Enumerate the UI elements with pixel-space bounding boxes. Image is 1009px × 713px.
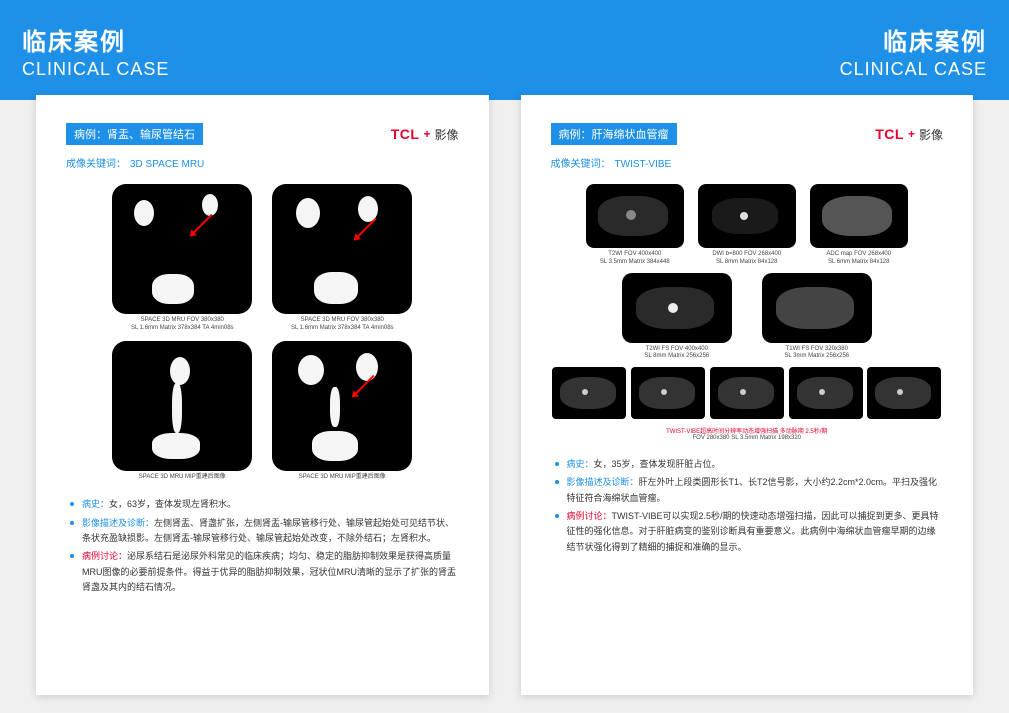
strip-caption: TWIST-VIBE超高时间分辨率动态增强扫描 多动脉期 2.5秒/期 FOV … — [551, 426, 944, 441]
image-caption: SPACE 3D MRU FOV 380x380 SL 1.6mm Matrix… — [112, 317, 252, 333]
image-block: DWI b=800 FOV 268x400SL 8mm Matrix 84x12… — [698, 184, 796, 267]
keyword-value: 3D SPACE MRU — [130, 159, 204, 170]
page-left: 病例：肾盂、输尿管结石 TCL + 影像 成像关键词：3D SPACE MRU … — [36, 95, 489, 695]
image-caption: SPACE 3D MRU MIP重建后图像 — [272, 474, 412, 482]
case-tag: 病例：肝海绵状血管瘤 — [551, 123, 677, 145]
case-tag: 病例：肾盂、输尿管结石 — [66, 123, 203, 145]
bullet-label: 病例讨论： — [82, 551, 127, 561]
bullet-label: 病史： — [82, 499, 109, 509]
image-caption: SPACE 3D MRU FOV 380x380 SL 1.6mm Matrix… — [272, 317, 412, 333]
image-block: T2WI FOV 400x400SL 3.5mm Matrix 384x448 — [586, 184, 684, 267]
bullet-item: 病例讨论：TWIST-VIBE可以实现2.5秒/期的快速动态增强扫描，因此可以捕… — [555, 509, 944, 555]
image-caption: T2WI FOV 400x400SL 3.5mm Matrix 384x448 — [586, 251, 684, 267]
mri-scan-image — [698, 184, 796, 248]
brand-yx: 影像 — [434, 126, 458, 143]
banner-title-right: 临床案例 CLINICAL CASE — [840, 22, 987, 80]
image-block: SPACE 3D MRU MIP重建后图像 — [112, 341, 252, 482]
banner-en-left: CLINICAL CASE — [22, 59, 169, 80]
brand-tcl: TCL — [875, 126, 904, 142]
image-row: T2WI FOV 400x400SL 3.5mm Matrix 384x448 … — [551, 184, 944, 267]
keyword-row: 成像关键词： 3D SPACE MRU — [66, 155, 459, 170]
image-block: ADC map FOV 268x400SL 6mm Matrix 84x128 — [810, 184, 908, 267]
banner-title-left: 临床案例 CLINICAL CASE — [22, 22, 169, 80]
mri-scan-image — [112, 184, 252, 314]
case-header: 病例：肾盂、输尿管结石 TCL + 影像 — [66, 123, 459, 145]
brand-logo: TCL + 影像 — [391, 126, 459, 143]
header-banner: 临床案例 CLINICAL CASE 临床案例 CLINICAL CASE — [0, 0, 1009, 100]
brand-yx: 影像 — [919, 126, 943, 143]
image-caption: DWI b=800 FOV 268x400SL 8mm Matrix 84x12… — [698, 251, 796, 267]
brand-plus-icon: + — [423, 127, 430, 141]
banner-en-right: CLINICAL CASE — [840, 59, 987, 80]
brand-logo: TCL + 影像 — [875, 126, 943, 143]
mri-scan-image — [272, 341, 412, 471]
mri-scan-image — [789, 367, 863, 419]
banner-ch-left: 临床案例 — [22, 22, 169, 57]
bullet-item: 影像描述及诊断：肝左外叶上段类圆形长T1、长T2信号影，大小约2.2cm*2.0… — [555, 475, 944, 506]
image-grid: SPACE 3D MRU FOV 380x380 SL 1.6mm Matrix… — [66, 184, 459, 481]
image-block: T1WI FS FOV 320x380SL 3mm Matrix 256x256 — [762, 273, 872, 362]
brand-plus-icon: + — [908, 127, 915, 141]
image-caption: T2WI FS FOV 400x400SL 8mm Matrix 256x256 — [622, 346, 732, 362]
mri-scan-image — [631, 367, 705, 419]
image-caption: SPACE 3D MRU MIP重建后图像 — [112, 474, 252, 482]
bullet-text: 泌尿系结石是泌尿外科常见的临床疾病；均匀、稳定的脂肪抑制效果是获得高质量MRU图… — [82, 551, 456, 592]
bullet-item: 病史：女，35岁，查体发现肝脏占位。 — [555, 457, 944, 472]
bullet-list: 病史：女，35岁，查体发现肝脏占位。 影像描述及诊断：肝左外叶上段类圆形长T1、… — [551, 457, 944, 555]
image-caption: ADC map FOV 268x400SL 6mm Matrix 84x128 — [810, 251, 908, 267]
bullet-list: 病史：女，63岁，查体发现左肾积水。 影像描述及诊断：左侧肾盂、肾盏扩张，左侧肾… — [66, 497, 459, 595]
mri-scan-image — [762, 273, 872, 343]
bullet-text: TWIST-VIBE可以实现2.5秒/期的快速动态增强扫描，因此可以捕捉到更多、… — [567, 511, 939, 552]
bullet-item: 病史：女，63岁，查体发现左肾积水。 — [70, 497, 459, 512]
keyword-label: 成像关键词： — [551, 159, 611, 170]
mri-scan-image — [112, 341, 252, 471]
image-strip — [551, 367, 944, 422]
image-block: SPACE 3D MRU FOV 380x380 SL 1.6mm Matrix… — [272, 184, 412, 333]
mri-scan-image — [552, 367, 626, 419]
image-row: T2WI FS FOV 400x400SL 8mm Matrix 256x256… — [551, 273, 944, 362]
image-block: T2WI FS FOV 400x400SL 8mm Matrix 256x256 — [622, 273, 732, 362]
keyword-row: 成像关键词： TWIST-VIBE — [551, 155, 944, 170]
mri-scan-image — [810, 184, 908, 248]
image-caption: T1WI FS FOV 320x380SL 3mm Matrix 256x256 — [762, 346, 872, 362]
mri-scan-image — [586, 184, 684, 248]
banner-ch-right: 临床案例 — [840, 22, 987, 57]
bullet-item: 影像描述及诊断：左侧肾盂、肾盏扩张，左侧肾盂-输尿管移行处、输尿管起始处可见结节… — [70, 516, 459, 547]
keyword-value: TWIST-VIBE — [615, 159, 672, 170]
mri-scan-image — [710, 367, 784, 419]
bullet-label: 病史： — [567, 459, 594, 469]
pages-row: 病例：肾盂、输尿管结石 TCL + 影像 成像关键词：3D SPACE MRU … — [0, 95, 1009, 695]
bullet-text: 女，63岁，查体发现左肾积水。 — [109, 499, 236, 509]
page-right: 病例：肝海绵状血管瘤 TCL + 影像 成像关键词： TWIST-VIBE T2W… — [521, 95, 974, 695]
keyword-label: 成像关键词： — [66, 159, 126, 170]
bullet-label: 影像描述及诊断： — [82, 518, 154, 528]
image-block: SPACE 3D MRU MIP重建后图像 — [272, 341, 412, 482]
brand-tcl: TCL — [391, 126, 420, 142]
case-header: 病例：肝海绵状血管瘤 TCL + 影像 — [551, 123, 944, 145]
bullet-label: 病例讨论： — [567, 511, 612, 521]
bullet-label: 影像描述及诊断： — [567, 477, 639, 487]
image-block: SPACE 3D MRU FOV 380x380 SL 1.6mm Matrix… — [112, 184, 252, 333]
bullet-text: 女，35岁，查体发现肝脏占位。 — [594, 459, 721, 469]
mri-scan-image — [622, 273, 732, 343]
mri-scan-image — [867, 367, 941, 419]
bullet-item: 病例讨论：泌尿系结石是泌尿外科常见的临床疾病；均匀、稳定的脂肪抑制效果是获得高质… — [70, 549, 459, 595]
mri-scan-image — [272, 184, 412, 314]
